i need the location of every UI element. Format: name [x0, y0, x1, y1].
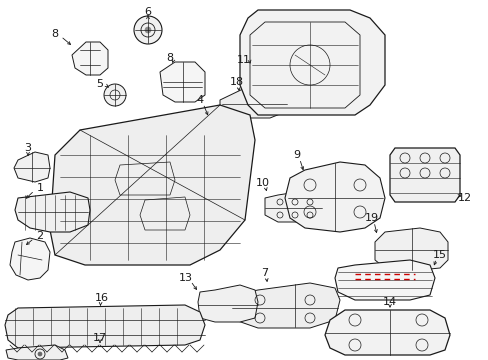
Circle shape	[38, 352, 42, 356]
Text: 19: 19	[364, 213, 378, 223]
Polygon shape	[389, 148, 459, 202]
Text: 17: 17	[93, 333, 107, 343]
Polygon shape	[5, 305, 204, 348]
Polygon shape	[50, 105, 254, 265]
Text: 6: 6	[144, 7, 151, 17]
Polygon shape	[374, 228, 447, 270]
Text: 2: 2	[37, 231, 43, 241]
Polygon shape	[10, 238, 50, 280]
Circle shape	[134, 16, 162, 44]
Text: 18: 18	[229, 77, 244, 87]
Text: 1: 1	[37, 183, 43, 193]
Text: 8: 8	[166, 53, 173, 63]
Polygon shape	[285, 162, 384, 232]
Polygon shape	[15, 192, 90, 232]
Circle shape	[145, 27, 151, 33]
Text: 10: 10	[256, 178, 269, 188]
Polygon shape	[198, 285, 258, 322]
Text: 3: 3	[24, 143, 31, 153]
Polygon shape	[229, 283, 339, 328]
Polygon shape	[160, 62, 204, 102]
Polygon shape	[240, 10, 384, 115]
Text: 15: 15	[432, 250, 446, 260]
Text: 9: 9	[293, 150, 300, 160]
Text: 14: 14	[382, 297, 396, 307]
Text: 4: 4	[196, 95, 203, 105]
Text: 5: 5	[96, 79, 103, 89]
Polygon shape	[220, 88, 289, 118]
Text: 13: 13	[179, 273, 193, 283]
Text: 11: 11	[237, 55, 250, 65]
Text: 8: 8	[51, 29, 59, 39]
Polygon shape	[72, 42, 108, 75]
Text: 7: 7	[261, 268, 268, 278]
Polygon shape	[6, 345, 68, 360]
Polygon shape	[334, 260, 434, 300]
Polygon shape	[264, 190, 321, 222]
Polygon shape	[14, 152, 50, 182]
Polygon shape	[325, 310, 449, 355]
Text: 12: 12	[457, 193, 471, 203]
Circle shape	[104, 84, 126, 106]
Text: 16: 16	[95, 293, 109, 303]
